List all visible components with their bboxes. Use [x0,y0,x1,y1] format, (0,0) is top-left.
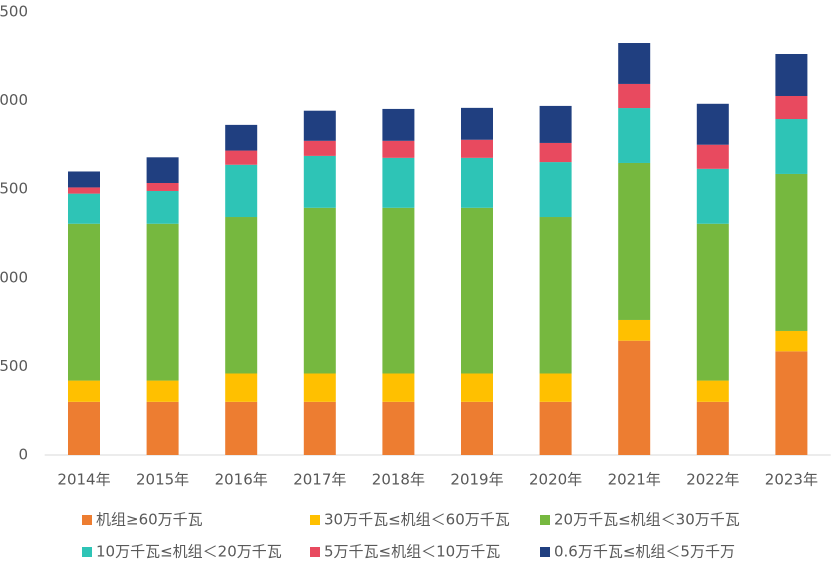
legend-label: 0.6万千瓦≤机组＜5万千万 [554,543,735,561]
y-tick-label: 500 [0,180,28,198]
bar-segment [696,380,729,402]
legend-label: 机组≥60万千瓦 [96,511,203,529]
bar-segment [775,351,808,455]
bar-segment [68,187,100,194]
bar-segment [68,401,100,455]
bar-segment [461,139,493,158]
legend-swatch [540,515,550,525]
bar-segment [225,373,258,402]
bar-segment [618,319,651,341]
legend-swatch [540,547,550,557]
legend-swatch [82,515,92,525]
x-tick-label: 2019年 [450,471,503,489]
legend-label: 30万千瓦≤机组＜60万千瓦 [324,511,510,529]
bar-segment [68,380,100,402]
bar-segment [775,119,808,174]
bar-segment [618,162,651,320]
bar-segment [382,157,415,208]
bar-segment [539,162,572,218]
y-tick-label: 000 [0,268,28,286]
bar-segment [775,330,808,352]
y-tick-label: 0 [18,446,28,464]
bar-segment [539,401,572,455]
bar-segment [382,108,415,141]
bar-segment [618,43,651,84]
x-tick-label: 2016年 [215,471,268,489]
bar-segment [382,373,415,402]
bar-segment [68,223,100,381]
bar-segment [539,105,572,143]
x-tick-label: 2020年 [529,471,582,489]
bar-segment [303,110,336,141]
bar-segment [618,340,651,455]
legend-label: 5万千瓦≤机组＜10万千瓦 [324,543,500,561]
bar-segment [303,155,336,208]
bar-segment [696,144,729,169]
bar-segment [618,108,651,163]
bar-segment [382,140,415,158]
bar-segment [303,140,336,156]
bar-segment [696,401,729,455]
x-tick-label: 2023年 [765,471,818,489]
bar-segment [696,103,729,145]
bar-segment [146,182,179,191]
bar-segment [146,401,179,455]
legend-swatch [82,547,92,557]
bar-segment [225,150,258,165]
legend-label: 10万千瓦≤机组＜20万千瓦 [96,543,282,561]
bar-segment [775,95,808,120]
bar-segment [618,83,651,109]
legend-swatch [310,547,320,557]
bar-segment [539,373,572,402]
bar-segment [303,401,336,455]
bar-segment [146,190,179,224]
bar-segment [146,380,179,402]
bar-segment [539,217,572,374]
bar-segment [68,171,100,188]
legend-swatch [310,515,320,525]
bar-segment [225,401,258,455]
legend-label: 20万千瓦≤机组＜30万千瓦 [554,511,740,529]
bar-segment [303,373,336,402]
y-tick-label: 500 [0,357,28,375]
bar-segment [382,401,415,455]
x-tick-label: 2021年 [608,471,661,489]
bar-segment [146,157,179,183]
y-tick-label: 000 [0,91,28,109]
bar-segment [461,157,493,208]
x-tick-label: 2018年 [372,471,425,489]
bar-segment [225,124,258,151]
bar-segment [696,168,729,224]
bar-segment [382,207,415,374]
bar-segment [303,207,336,374]
bar-segment [461,401,493,455]
x-tick-label: 2017年 [293,471,346,489]
x-tick-label: 2022年 [686,471,739,489]
bar-segment [461,207,493,374]
bar-segment [461,107,493,140]
bar-segment [225,164,258,218]
bar-segment [68,193,100,224]
x-tick-label: 2014年 [57,471,110,489]
y-tick-label: 500 [0,3,28,21]
bar-segment [539,142,572,163]
bar-segment [775,173,808,331]
bar-segment [225,217,258,374]
x-tick-label: 2015年 [136,471,189,489]
bar-segment [775,53,808,96]
bar-segment [461,373,493,402]
bar-segment [146,223,179,381]
bar-segment [696,223,729,381]
